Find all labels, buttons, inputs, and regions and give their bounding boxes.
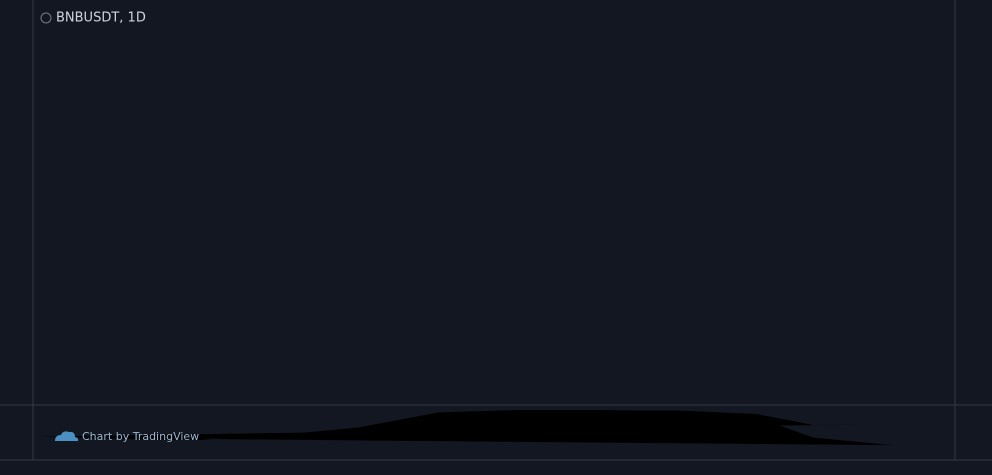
watermark-text: Chart by TradingView [82, 430, 199, 443]
symbol: BNBUSDT, 1D [56, 11, 146, 26]
axes [0, 0, 992, 461]
watermark: Chart by TradingView [55, 430, 199, 443]
[object Object] [40, 410, 893, 439]
macd-pane [40, 410, 893, 446]
watermark-logo [55, 431, 79, 441]
legend: BNBUSDT, 1D [40, 11, 146, 26]
symbol-icon [40, 12, 52, 24]
